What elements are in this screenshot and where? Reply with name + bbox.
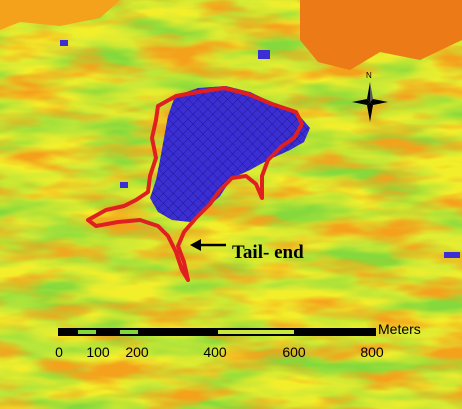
- water-pixel: [60, 40, 68, 46]
- north-label: N: [366, 71, 372, 80]
- left-arrow-icon: [190, 239, 226, 251]
- water-pixel: [258, 50, 270, 59]
- scale-bar: [58, 328, 376, 336]
- water-pixel: [120, 182, 128, 188]
- compass-rose-icon: [352, 82, 388, 122]
- footprint-crosshatch: [150, 86, 310, 222]
- scale-tick-label: 600: [282, 344, 306, 360]
- scale-tick-label: 800: [360, 344, 384, 360]
- scale-units-label: Meters: [378, 321, 421, 337]
- scale-tick-label: 400: [203, 344, 227, 360]
- tail-end-label: Tail- end: [232, 242, 304, 263]
- scale-tick-label: 100: [86, 344, 110, 360]
- red-boundary-line: [86, 86, 304, 282]
- terrain-ridge-dark-orange: [300, 0, 462, 70]
- terrain-ridge-orange: [0, 0, 120, 30]
- water-pixel: [444, 252, 460, 258]
- scale-tick-label: 200: [125, 344, 149, 360]
- scale-tick-label: 0: [55, 344, 63, 360]
